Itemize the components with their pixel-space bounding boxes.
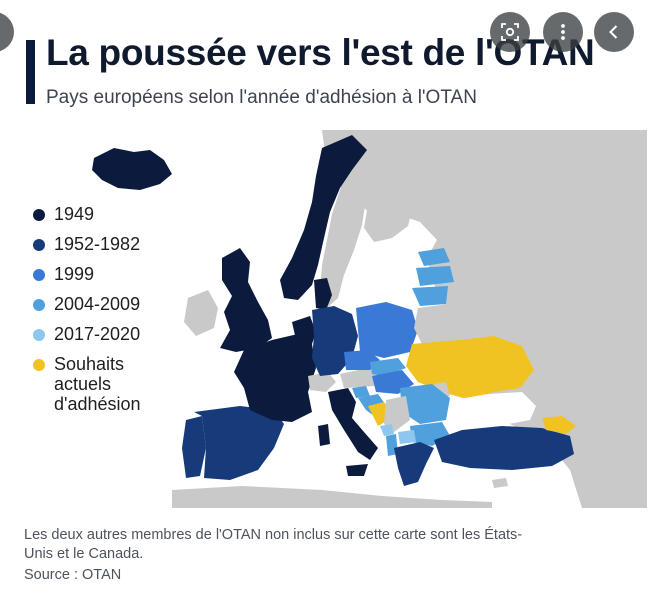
region-serbia xyxy=(384,396,410,432)
region-norway xyxy=(280,135,367,300)
region-italy xyxy=(328,388,378,460)
legend-label: 1949 xyxy=(54,204,95,224)
previous-image-button[interactable] xyxy=(0,12,14,52)
europe-map-svg xyxy=(92,130,647,508)
legend-label: 2017-2020 xyxy=(54,324,141,344)
europe-map xyxy=(22,130,647,508)
region-cyprus xyxy=(492,478,508,488)
footnote: Les deux autres membres de l'OTAN non in… xyxy=(24,527,523,562)
region-switzerland xyxy=(308,372,336,392)
region-sicily xyxy=(346,464,368,476)
lens-icon xyxy=(501,23,519,41)
region-finland xyxy=(362,145,414,242)
legend-label: 1999 xyxy=(54,264,95,284)
region-uk xyxy=(220,248,272,352)
more-vertical-icon xyxy=(561,24,565,40)
legend: 1949 1952-1982 1999 2004-2009 2017-2020 … xyxy=(33,204,183,424)
region-north-africa xyxy=(172,486,492,508)
region-iceland xyxy=(92,148,172,190)
region-austria xyxy=(340,368,382,388)
title-accent-bar xyxy=(26,40,35,104)
legend-label: 1952-1982 xyxy=(54,234,141,254)
legend-item-1999: 1999 xyxy=(33,264,183,284)
page-subtitle: Pays européens selon l'année d'adhésion … xyxy=(46,87,477,108)
region-belarus xyxy=(414,304,466,344)
region-lithuania xyxy=(412,286,448,306)
legend-dot-icon xyxy=(33,359,45,371)
legend-item-2017-2020: 2017-2020 xyxy=(33,324,183,344)
chevron-left-icon xyxy=(609,25,618,39)
region-greece xyxy=(394,442,434,486)
region-russia xyxy=(322,130,647,508)
region-france xyxy=(234,334,316,422)
region-slovakia xyxy=(370,358,406,376)
legend-item-1949: 1949 xyxy=(33,204,183,224)
back-button[interactable] xyxy=(594,12,634,52)
legend-label: 2004-2009 xyxy=(54,294,141,314)
region-poland xyxy=(356,302,418,358)
more-options-button[interactable] xyxy=(543,12,583,52)
region-portugal xyxy=(182,416,206,478)
region-spain xyxy=(194,406,284,480)
legend-dot-icon xyxy=(33,299,45,311)
region-north-macedonia xyxy=(398,430,416,444)
region-denmark xyxy=(314,278,332,310)
region-black-sea xyxy=(452,392,536,428)
region-estonia xyxy=(418,248,450,266)
region-georgia xyxy=(542,416,576,434)
region-ireland xyxy=(184,290,218,336)
source-credit: Source : OTAN xyxy=(24,567,122,583)
region-montenegro xyxy=(380,424,394,436)
legend-dot-icon xyxy=(33,269,45,281)
lens-button[interactable] xyxy=(490,12,530,52)
region-sweden xyxy=(320,170,366,308)
region-romania xyxy=(400,384,450,424)
region-slovenia xyxy=(352,386,370,398)
legend-label: Souhaits actuels d'adhésion xyxy=(54,354,141,414)
legend-item-2004-2009: 2004-2009 xyxy=(33,294,183,314)
legend-item-wishes: Souhaits actuels d'adhésion xyxy=(33,354,183,414)
legend-dot-icon xyxy=(33,329,45,341)
region-benelux xyxy=(292,316,316,344)
legend-item-1952-1982: 1952-1982 xyxy=(33,234,183,254)
region-latvia xyxy=(416,266,454,286)
region-sardinia xyxy=(318,424,330,446)
legend-dot-icon xyxy=(33,239,45,251)
legend-dot-icon xyxy=(33,209,45,221)
region-turkey xyxy=(434,426,574,470)
